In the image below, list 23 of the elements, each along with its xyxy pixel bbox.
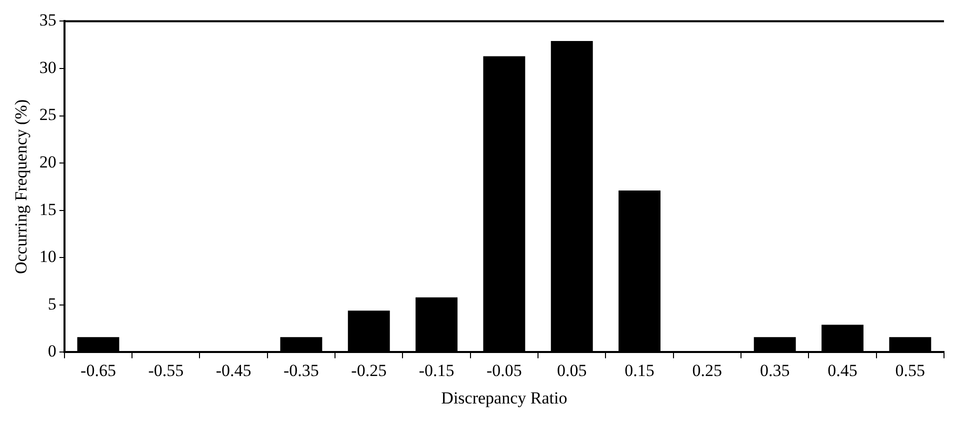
x-tick-label: -0.65 [80,360,116,380]
y-tick-label: 30 [39,58,56,77]
x-axis-title: Discrepancy Ratio [441,388,568,408]
y-tick-label: 25 [39,105,56,124]
y-tick-label: 15 [39,200,56,219]
x-tick-label: -0.25 [351,360,387,380]
x-tick-label: -0.05 [486,360,522,380]
x-tick-label: 0.45 [828,360,858,380]
x-tick-label: 0.25 [692,360,722,380]
x-tick-label: -0.35 [284,360,319,380]
x-tick-label: -0.55 [148,360,184,380]
y-tick-label: 10 [39,247,56,266]
x-tick-label: 0.15 [624,360,654,380]
y-axis-title: Occurring Frequency (%) [12,99,31,274]
y-tick-label: 5 [48,294,56,314]
y-tick-label: 20 [39,152,56,172]
y-tick-label: 0 [48,342,56,361]
x-tick-label: 0.05 [556,360,587,380]
x-tick-label: 0.35 [760,360,790,380]
x-tick-label: -0.15 [418,360,454,380]
y-tick-label: 35 [39,10,56,30]
x-tick-label: -0.45 [216,360,252,380]
x-tick-label: 0.55 [895,360,926,380]
